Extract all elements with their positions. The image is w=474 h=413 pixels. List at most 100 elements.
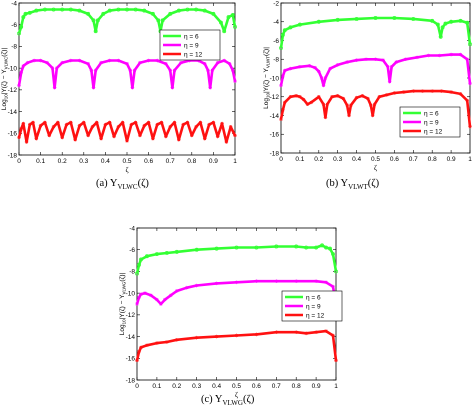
data-point (465, 20, 470, 25)
data-point (168, 68, 172, 73)
data-point (443, 21, 448, 26)
x-tick-label: 1 (468, 156, 472, 163)
y-tick-label: -12 (270, 94, 280, 101)
data-point (174, 249, 179, 254)
data-point (129, 122, 134, 127)
data-point (282, 28, 287, 33)
data-point (187, 58, 192, 63)
data-point (143, 291, 147, 295)
data-point (254, 245, 259, 250)
data-point (230, 12, 235, 17)
data-point (135, 358, 139, 363)
data-point (335, 17, 340, 22)
data-point (99, 60, 103, 65)
data-point (411, 16, 416, 21)
data-point (137, 262, 141, 267)
x-tick-label: 0.8 (428, 156, 437, 163)
y-tick-label: -8 (129, 269, 135, 276)
data-point (150, 11, 155, 16)
y-tick-label: -16 (8, 131, 18, 138)
data-point (430, 18, 435, 23)
data-point (233, 133, 237, 138)
y-tick-label: -10 (8, 65, 18, 72)
data-point (51, 124, 56, 129)
data-point (77, 123, 82, 128)
x-tick-label: 0.4 (212, 383, 221, 390)
data-point (297, 22, 302, 27)
data-point (313, 65, 317, 70)
data-point (234, 333, 239, 338)
data-point (125, 7, 129, 12)
data-point (56, 120, 60, 125)
data-point (19, 24, 24, 29)
data-point (211, 120, 216, 125)
x-tick-label: 0.8 (187, 158, 196, 165)
data-point (154, 252, 159, 257)
data-point (168, 124, 172, 129)
data-point (449, 90, 453, 94)
series-eta12 (135, 329, 338, 363)
data-point (168, 11, 173, 16)
data-point (325, 102, 330, 107)
data-point (43, 120, 47, 125)
data-point (17, 135, 21, 140)
data-point (274, 279, 279, 283)
data-point (294, 330, 298, 335)
data-point (99, 136, 103, 141)
data-point (324, 280, 328, 285)
data-point (51, 7, 56, 12)
data-point (321, 83, 326, 88)
x-tick-label: 0 (17, 158, 21, 165)
y-tick-label: -10 (126, 290, 136, 297)
data-point (282, 68, 287, 73)
data-point (202, 8, 207, 13)
data-point (449, 19, 454, 24)
data-point (279, 46, 283, 50)
x-tick-label: 0.3 (333, 156, 342, 163)
data-point (159, 302, 163, 306)
data-point (345, 60, 349, 64)
data-point (172, 68, 177, 73)
x-tick-label: 0.2 (58, 158, 67, 165)
data-point (324, 245, 328, 250)
data-point (149, 293, 153, 298)
series-eta9 (279, 52, 472, 88)
data-point (107, 58, 112, 63)
data-point (31, 120, 35, 125)
data-point (202, 136, 207, 141)
data-point (281, 74, 285, 78)
data-point (403, 57, 408, 62)
data-point (214, 334, 219, 339)
data-point (133, 120, 138, 125)
data-point (458, 18, 463, 23)
data-point (32, 58, 36, 63)
y-tick-label: -16 (126, 356, 136, 363)
data-point (309, 100, 314, 105)
series-eta9 (17, 58, 237, 90)
data-point (233, 79, 237, 83)
data-point (214, 281, 219, 286)
x-tick-label: 0.5 (371, 156, 380, 163)
data-point (86, 11, 91, 16)
x-tick-label: 0.4 (352, 156, 361, 163)
data-point (101, 11, 106, 16)
data-point (279, 117, 283, 122)
x-tick-label: 0.1 (295, 156, 304, 163)
data-point (415, 55, 419, 60)
data-point (224, 140, 229, 144)
y-tick-label: -8 (11, 44, 17, 51)
data-point (254, 279, 259, 283)
x-tick-label: 0 (279, 156, 283, 163)
data-point (116, 58, 121, 63)
data-point (164, 134, 168, 139)
data-point (207, 122, 211, 127)
data-point (164, 251, 169, 255)
data-point (387, 79, 392, 84)
data-point (420, 89, 425, 93)
data-point (449, 52, 453, 57)
data-point (304, 245, 309, 250)
x-tick-label: 0.3 (192, 383, 201, 390)
data-point (222, 58, 226, 63)
y-tick-label: -4 (273, 19, 279, 26)
data-point (133, 7, 138, 12)
